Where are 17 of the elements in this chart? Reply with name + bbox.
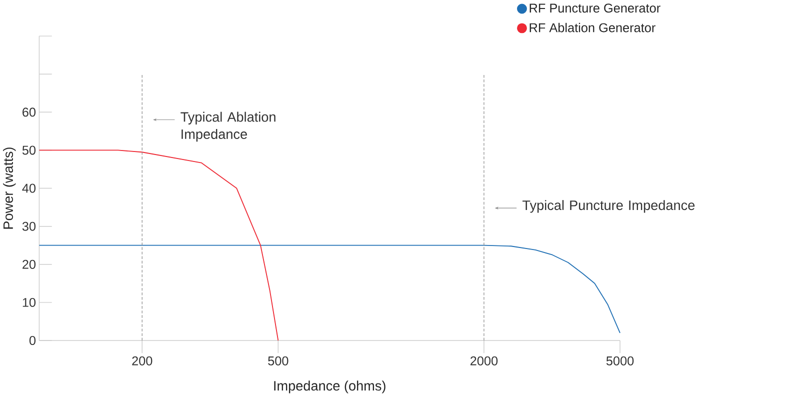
y-tick-label: 20 [22, 260, 36, 269]
x-tick-label: 2000 [470, 356, 498, 366]
y-axis-title: Power (watts) [3, 147, 16, 229]
y-tick-label: 60 [22, 108, 36, 117]
y-tick-label: 50 [22, 146, 36, 155]
y-tick-label: 0 [29, 336, 36, 345]
ref-line-label: Typical Puncture Impedance [522, 200, 695, 213]
legend-label: RF Ablation Generator [530, 22, 656, 32]
legend-label: RF Puncture Generator [530, 3, 660, 12]
x-tick-label: 5000 [606, 356, 634, 366]
x-tick-label: 200 [132, 356, 152, 366]
y-tick-label: 30 [22, 222, 36, 231]
ref-line-label: Typical Ablation Impedance [180, 112, 276, 142]
y-tick-label: 40 [22, 184, 36, 193]
x-tick-label: 500 [268, 356, 288, 366]
x-axis-title: Impedance (ohms) [274, 380, 386, 394]
y-tick-label: 10 [22, 298, 36, 307]
